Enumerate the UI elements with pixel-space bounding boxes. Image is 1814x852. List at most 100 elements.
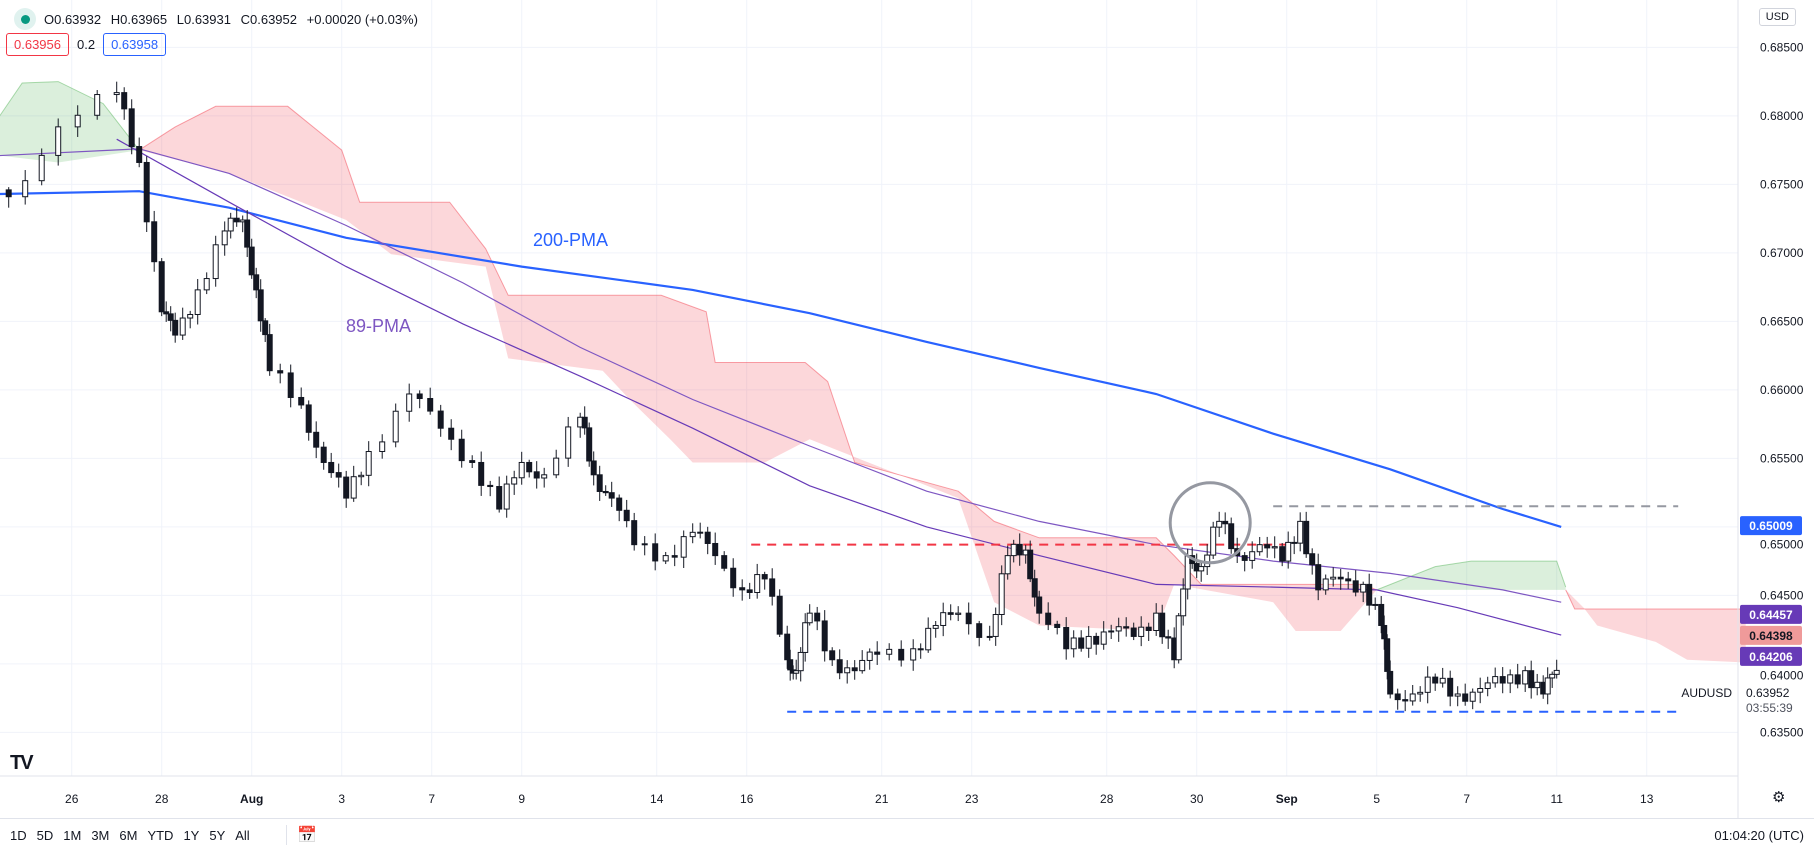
candle-down [761, 574, 768, 580]
candle-down [1378, 603, 1385, 626]
candle-up [1507, 674, 1514, 684]
range-all[interactable]: All [235, 828, 250, 843]
candle-down [581, 416, 588, 429]
candle-down [721, 555, 728, 569]
candle-down [1228, 523, 1235, 550]
candle-up [1271, 546, 1278, 549]
candle-up [365, 451, 372, 476]
candle-up [925, 627, 932, 651]
ma89-price-badge: 0.64457 [1749, 608, 1793, 622]
candle-down [305, 404, 312, 433]
close-value: C0.63952 [240, 11, 297, 27]
range-1m[interactable]: 1M [63, 828, 82, 843]
candle-up [1153, 612, 1160, 632]
candle-up [697, 531, 704, 534]
candle-down [1432, 676, 1439, 684]
ma89-price-badge-bg [1740, 604, 1802, 624]
candle-down [784, 633, 791, 661]
price-tick-label: 0.67500 [1760, 177, 1804, 191]
candle-up [932, 624, 939, 629]
candle-down [739, 587, 746, 591]
candle-down [458, 438, 465, 462]
candle-down [965, 612, 972, 625]
highlight-circle [1168, 481, 1252, 565]
time-tick-label: 28 [155, 792, 169, 806]
time-tick-label: Aug [240, 792, 263, 806]
candle-up [1549, 673, 1556, 679]
candle-up [1180, 588, 1187, 617]
candle-down [1279, 546, 1286, 562]
settings-icon[interactable]: ⚙ [1772, 789, 1786, 806]
candle-up [1522, 670, 1529, 685]
candle-up [1198, 566, 1205, 572]
candle-down [1222, 520, 1229, 525]
candle-down [262, 320, 269, 336]
time-axis[interactable]: 26 28 Aug 3 7 9 14 16 21 23 28 30 Sep 5 7 11 13 [65, 792, 1654, 806]
candle-up [94, 94, 101, 116]
price-axis[interactable]: 0.68500 0.68000 0.67500 0.67000 0.66500 0.660… [1740, 40, 1804, 739]
time-tick-label: 7 [428, 792, 435, 806]
price-tick-label: 0.64500 [1760, 588, 1804, 602]
price-tick-label: 0.64000 [1760, 668, 1804, 682]
candle-up [358, 474, 365, 478]
candle-up [113, 92, 120, 96]
candle-up [1256, 544, 1263, 553]
clock[interactable]: 01:04:20 (UTC) [1714, 828, 1804, 843]
candle-down [671, 555, 678, 558]
range-1y[interactable]: 1Y [183, 828, 200, 843]
candle-down [1031, 578, 1038, 598]
candle-up [1175, 615, 1182, 661]
candle-down [1045, 612, 1052, 625]
candle-down [874, 651, 881, 655]
candle-down [287, 372, 294, 398]
candle-up [1100, 631, 1107, 645]
time-tick-label: 5 [1373, 792, 1380, 806]
candle-up [55, 126, 62, 156]
tradingview-logo[interactable]: TV [10, 752, 34, 774]
candle-down [1462, 693, 1469, 702]
candle-up [553, 457, 560, 476]
candle-up [806, 612, 813, 624]
legend: O0.63932 H0.63965 L0.63931 C0.63952 +0.0… [14, 8, 424, 30]
candle-up [1108, 630, 1115, 633]
candle-down [1387, 670, 1394, 695]
buy-button[interactable]: 0.63958 [103, 33, 167, 56]
go-to-date-icon[interactable]: 📅 [286, 825, 317, 845]
candle-down [151, 221, 158, 263]
candle-up [689, 531, 696, 538]
ma89-line [0, 148, 1562, 603]
candle-down [343, 476, 350, 499]
candle-down [1093, 635, 1100, 645]
price-tick-label: 0.65000 [1760, 538, 1804, 552]
cloud-green [1376, 561, 1566, 590]
candle-down [5, 189, 12, 198]
candle-down [851, 667, 858, 672]
range-1d[interactable]: 1D [10, 828, 27, 843]
sell-button[interactable]: 0.63956 [6, 33, 69, 56]
range-3m[interactable]: 3M [91, 828, 110, 843]
candle-up [541, 474, 548, 479]
candle-down [829, 650, 836, 661]
candle-down [947, 612, 954, 615]
candle-down [128, 108, 135, 148]
candle-up [998, 573, 1005, 615]
candle-down [313, 431, 320, 448]
candle-up [74, 114, 81, 128]
range-6m[interactable]: 6M [119, 828, 138, 843]
candle-up [1330, 576, 1337, 580]
range-5y[interactable]: 5Y [209, 828, 226, 843]
candle-down [136, 146, 143, 163]
candle-down [1241, 555, 1248, 561]
currency-select[interactable]: USD [1758, 8, 1796, 26]
ma-second-line [116, 138, 1562, 636]
ma200-price-badge-bg [1740, 516, 1802, 536]
range-ytd[interactable]: YTD [147, 828, 174, 843]
candle-up [910, 648, 917, 661]
range-5d[interactable]: 5D [36, 828, 54, 843]
candle-up [1469, 691, 1476, 702]
candle-down [917, 648, 924, 651]
candle-up [1115, 626, 1122, 632]
bar-countdown: 03:55:39 [1746, 701, 1793, 715]
candle-down [1016, 543, 1023, 556]
